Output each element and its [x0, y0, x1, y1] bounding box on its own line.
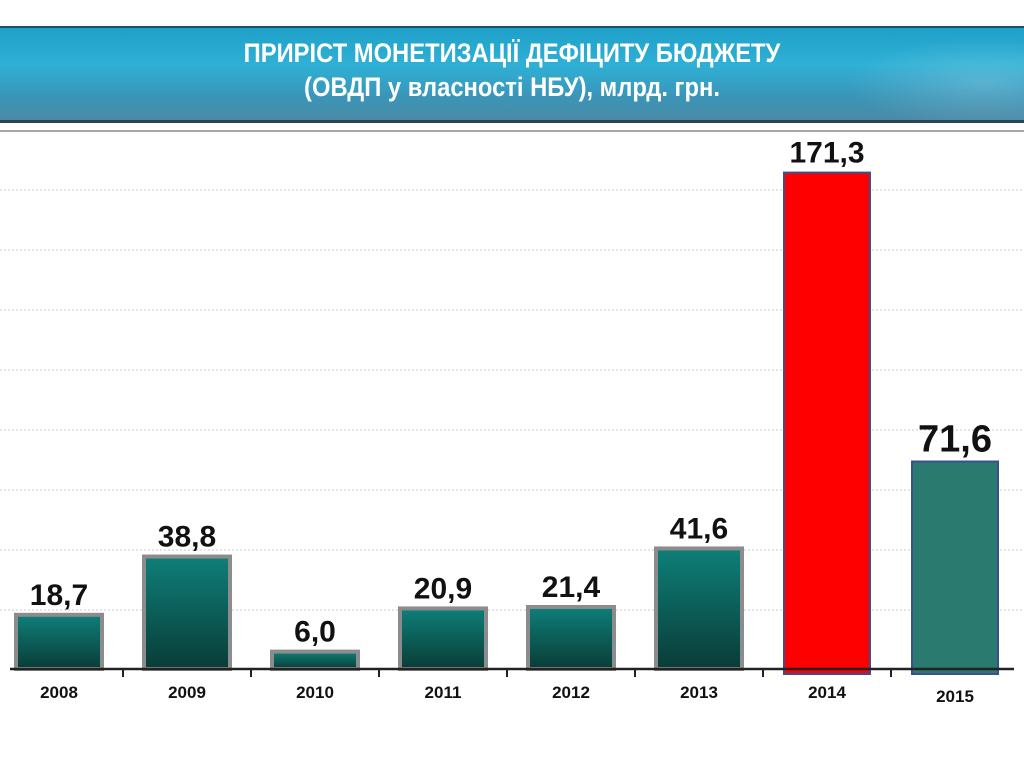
title-line: ПРИРІСТ МОНЕТИЗАЦІЇ ДЕФІЦИТУ БЮДЖЕТУ — [243, 38, 781, 68]
title-banner: ПРИРІСТ МОНЕТИЗАЦІЇ ДЕФІЦИТУ БЮДЖЕТУ (ОВ… — [0, 26, 1024, 123]
tick-label-2010: 2010 — [296, 683, 334, 702]
bar-2014 — [783, 171, 871, 675]
divider — [0, 130, 1024, 132]
data-label-2008: 18,7 — [30, 579, 88, 612]
data-label-2011: 20,9 — [414, 572, 472, 605]
bar-2008 — [14, 612, 104, 672]
tick-label-2008: 2008 — [40, 683, 78, 702]
tick-label-2014: 2014 — [808, 683, 846, 702]
subtitle-line: (ОВДП у власності НБУ), млрд. грн. — [304, 72, 720, 102]
bar-2011 — [398, 606, 488, 671]
data-label-2013: 41,6 — [670, 512, 728, 545]
data-label-2012: 21,4 — [542, 571, 601, 604]
tick-label-2012: 2012 — [552, 683, 590, 702]
tick-label-2009: 2009 — [168, 683, 206, 702]
bar-2013 — [654, 546, 744, 671]
data-label-2010: 6,0 — [294, 616, 336, 649]
bar-2010 — [270, 649, 360, 672]
tick-label-2013: 2013 — [680, 683, 718, 702]
chart-title: ПРИРІСТ МОНЕТИЗАЦІЇ ДЕФІЦИТУ БЮДЖЕТУ (ОВ… — [61, 36, 962, 104]
tick-label-2015: 2015 — [936, 687, 974, 706]
tick-label-2011: 2011 — [425, 683, 462, 702]
data-label-2015: 71,6 — [918, 419, 992, 461]
bar-2012 — [526, 604, 616, 671]
bar-2009 — [142, 554, 232, 671]
data-label-2009: 38,8 — [158, 521, 216, 554]
decorative-pattern — [824, 28, 1024, 120]
data-label-2014: 171,3 — [789, 137, 864, 170]
bar-2015 — [911, 460, 999, 675]
